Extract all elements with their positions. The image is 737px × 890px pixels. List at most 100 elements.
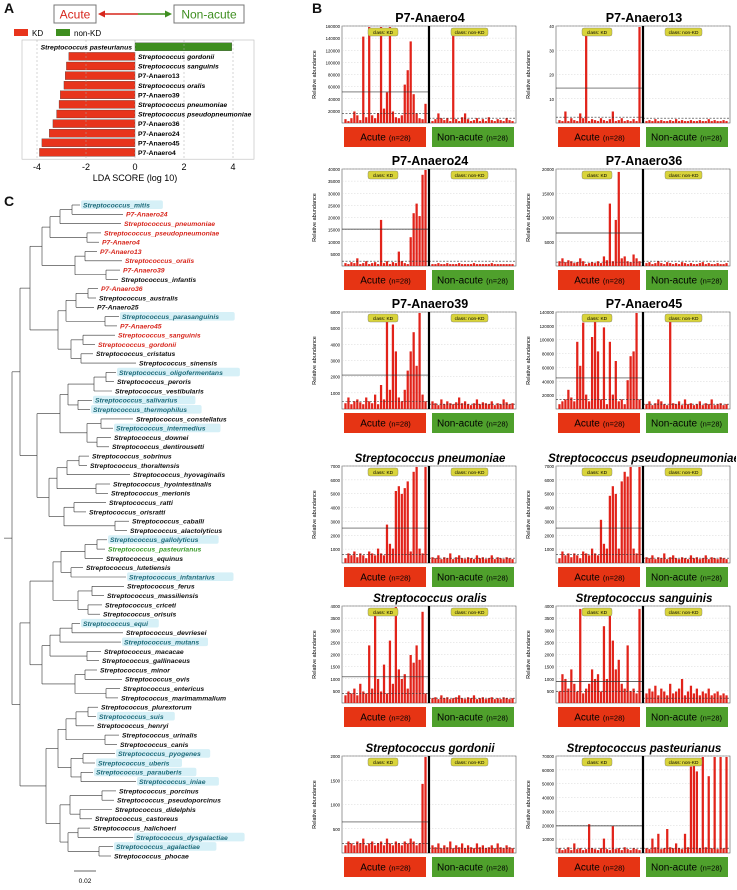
scale-bar-label: 0.02 [79,878,92,885]
kd-abundance-bar [391,111,395,123]
nonkd-abundance-bar [698,401,701,409]
plot-tick-label: 60000 [542,768,555,773]
nonkd-abundance-bar [648,688,651,703]
class-kd-label: class: KD [587,470,608,476]
kd-abundance-bar [421,783,424,853]
abundance-plot: P7-Anaero45 20000 40000 60000 80000 100000 120… [526,297,731,433]
nonkd-abundance-bar [645,557,648,563]
nonkd-abundance-bar [701,262,704,266]
nonacute-label: Non-acute [651,713,698,724]
kd-abundance-bar [368,551,371,563]
kd-abundance-bar [564,262,567,266]
nonkd-abundance-bar [689,403,693,409]
plot-tick-label: 1000 [544,677,554,682]
taxon-label: P7-Anaero36 [101,286,143,293]
taxon-label: Streptococcus_parasanguinis [122,314,219,321]
nonkd-abundance-bar [651,264,654,266]
abundance-plot: P7-Anaero36 5000 10000 15000 20000 Relative a… [526,154,731,290]
nonkd-abundance-bar [511,264,514,266]
nonkd-abundance-bar [689,263,693,266]
nonkd-abundance-bar [645,404,648,409]
nonkd-abundance-bar [466,557,470,563]
kd-abundance-bar [582,850,585,853]
acute-label: Acute [574,713,600,724]
kd-abundance-bar [406,264,409,266]
kd-abundance-bar [406,481,409,563]
class-kd-badge [581,607,613,617]
kd-abundance-bar [362,691,365,703]
lda-tick-label: 0 [132,162,137,172]
kd-abundance-bar [614,493,617,563]
nonkd-abundance-bar [680,262,684,266]
nonkd-abundance-bar [701,405,704,409]
plot-title: P7-Anaero39 [392,297,468,311]
plot-tick-label: 1500 [330,665,340,670]
nonkd-abundance-bar [475,118,479,123]
nonacute-n: (n=28) [700,574,722,583]
nonacute-group-label: Non-acute (n=28) [651,573,723,584]
class-kd-label: class: KD [373,470,394,476]
kd-abundance-bar [632,254,635,266]
kd-abundance-bar [353,111,356,123]
kd-abundance-bar [608,203,612,266]
nonkd-abundance-bar [460,558,464,563]
kd-abundance-bar [632,351,635,409]
abundance-plot: P7-Anaero39 1000 2000 3000 4000 5000 6000 Relat… [312,297,517,433]
kd-abundance-bar [611,826,614,853]
nonkd-abundance-bar [466,264,470,266]
kd-abundance-bar [573,401,576,409]
nonkd-abundance-bar [508,699,511,703]
kd-abundance-bar [596,850,600,853]
plot-ylabel: Relative abundance [312,50,318,99]
kd-abundance-bar [596,351,600,409]
kd-abundance-bar [403,488,406,563]
kd-abundance-bar [579,848,582,853]
kd-abundance-bar [371,688,374,703]
nonkd-abundance-bar [725,404,728,409]
nonkd-abundance-bar [499,120,502,123]
nonkd-abundance-bar [490,697,493,703]
kd-abundance-bar [347,841,350,853]
nonkd-abundance-bar [704,555,707,563]
nonkd-abundance-bar [648,849,651,853]
nonkd-abundance-bar [648,120,651,123]
taxon-highlight [97,711,175,721]
class-nonkd-badge [450,170,489,180]
kd-abundance-bar [382,845,386,853]
kd-abundance-bar [373,262,377,266]
nonkd-abundance-bar [672,848,675,853]
taxon-label: Streptococcus_lutetiensis [86,565,171,572]
kd-abundance-bar [400,845,403,853]
kd-abundance-bar [382,555,386,563]
kd-abundance-bar [632,119,635,123]
acute-group-label: Acute (n=28) [360,713,411,724]
kd-abundance-bar [576,262,579,266]
nonkd-abundance-bar [707,559,710,563]
kd-abundance-bar [590,119,594,123]
kd-abundance-bar [626,849,629,853]
kd-abundance-bar [576,555,579,563]
plot-title: Streptococcus pneumoniae [355,453,506,465]
nonkd-abundance-bar [481,697,485,703]
panel-c-phylogenetic-tree: Streptococcus_mitis P7-Anaero24 Streptococ… [4,200,245,885]
nonkd-abundance-bar [458,847,461,853]
kd-abundance-bar [596,555,600,563]
lda-bar [56,109,136,119]
plot-tick-label: 20 [549,73,554,78]
nonkd-abundance-bar [487,404,490,409]
class-kd-badge [581,757,613,767]
taxon-label: Streptococcus_downei [114,435,189,442]
taxon-highlight [81,618,159,628]
kd-abundance-bar [412,213,415,266]
taxon-label: P7-Anaero39 [123,268,165,275]
nonkd-abundance-bar [455,402,458,409]
kd-abundance-bar [368,843,371,853]
taxon-highlight [116,749,211,758]
nonkd-abundance-bar [672,403,675,409]
plot-tick-label: 4000 [330,604,340,609]
kd-abundance-bar [558,691,561,703]
kd-abundance-bar [344,263,347,266]
lda-category-label: P7-Anaero45 [138,140,180,147]
kd-abundance-bar [382,263,386,266]
class-nonkd-label: class: non-KD [669,173,699,179]
